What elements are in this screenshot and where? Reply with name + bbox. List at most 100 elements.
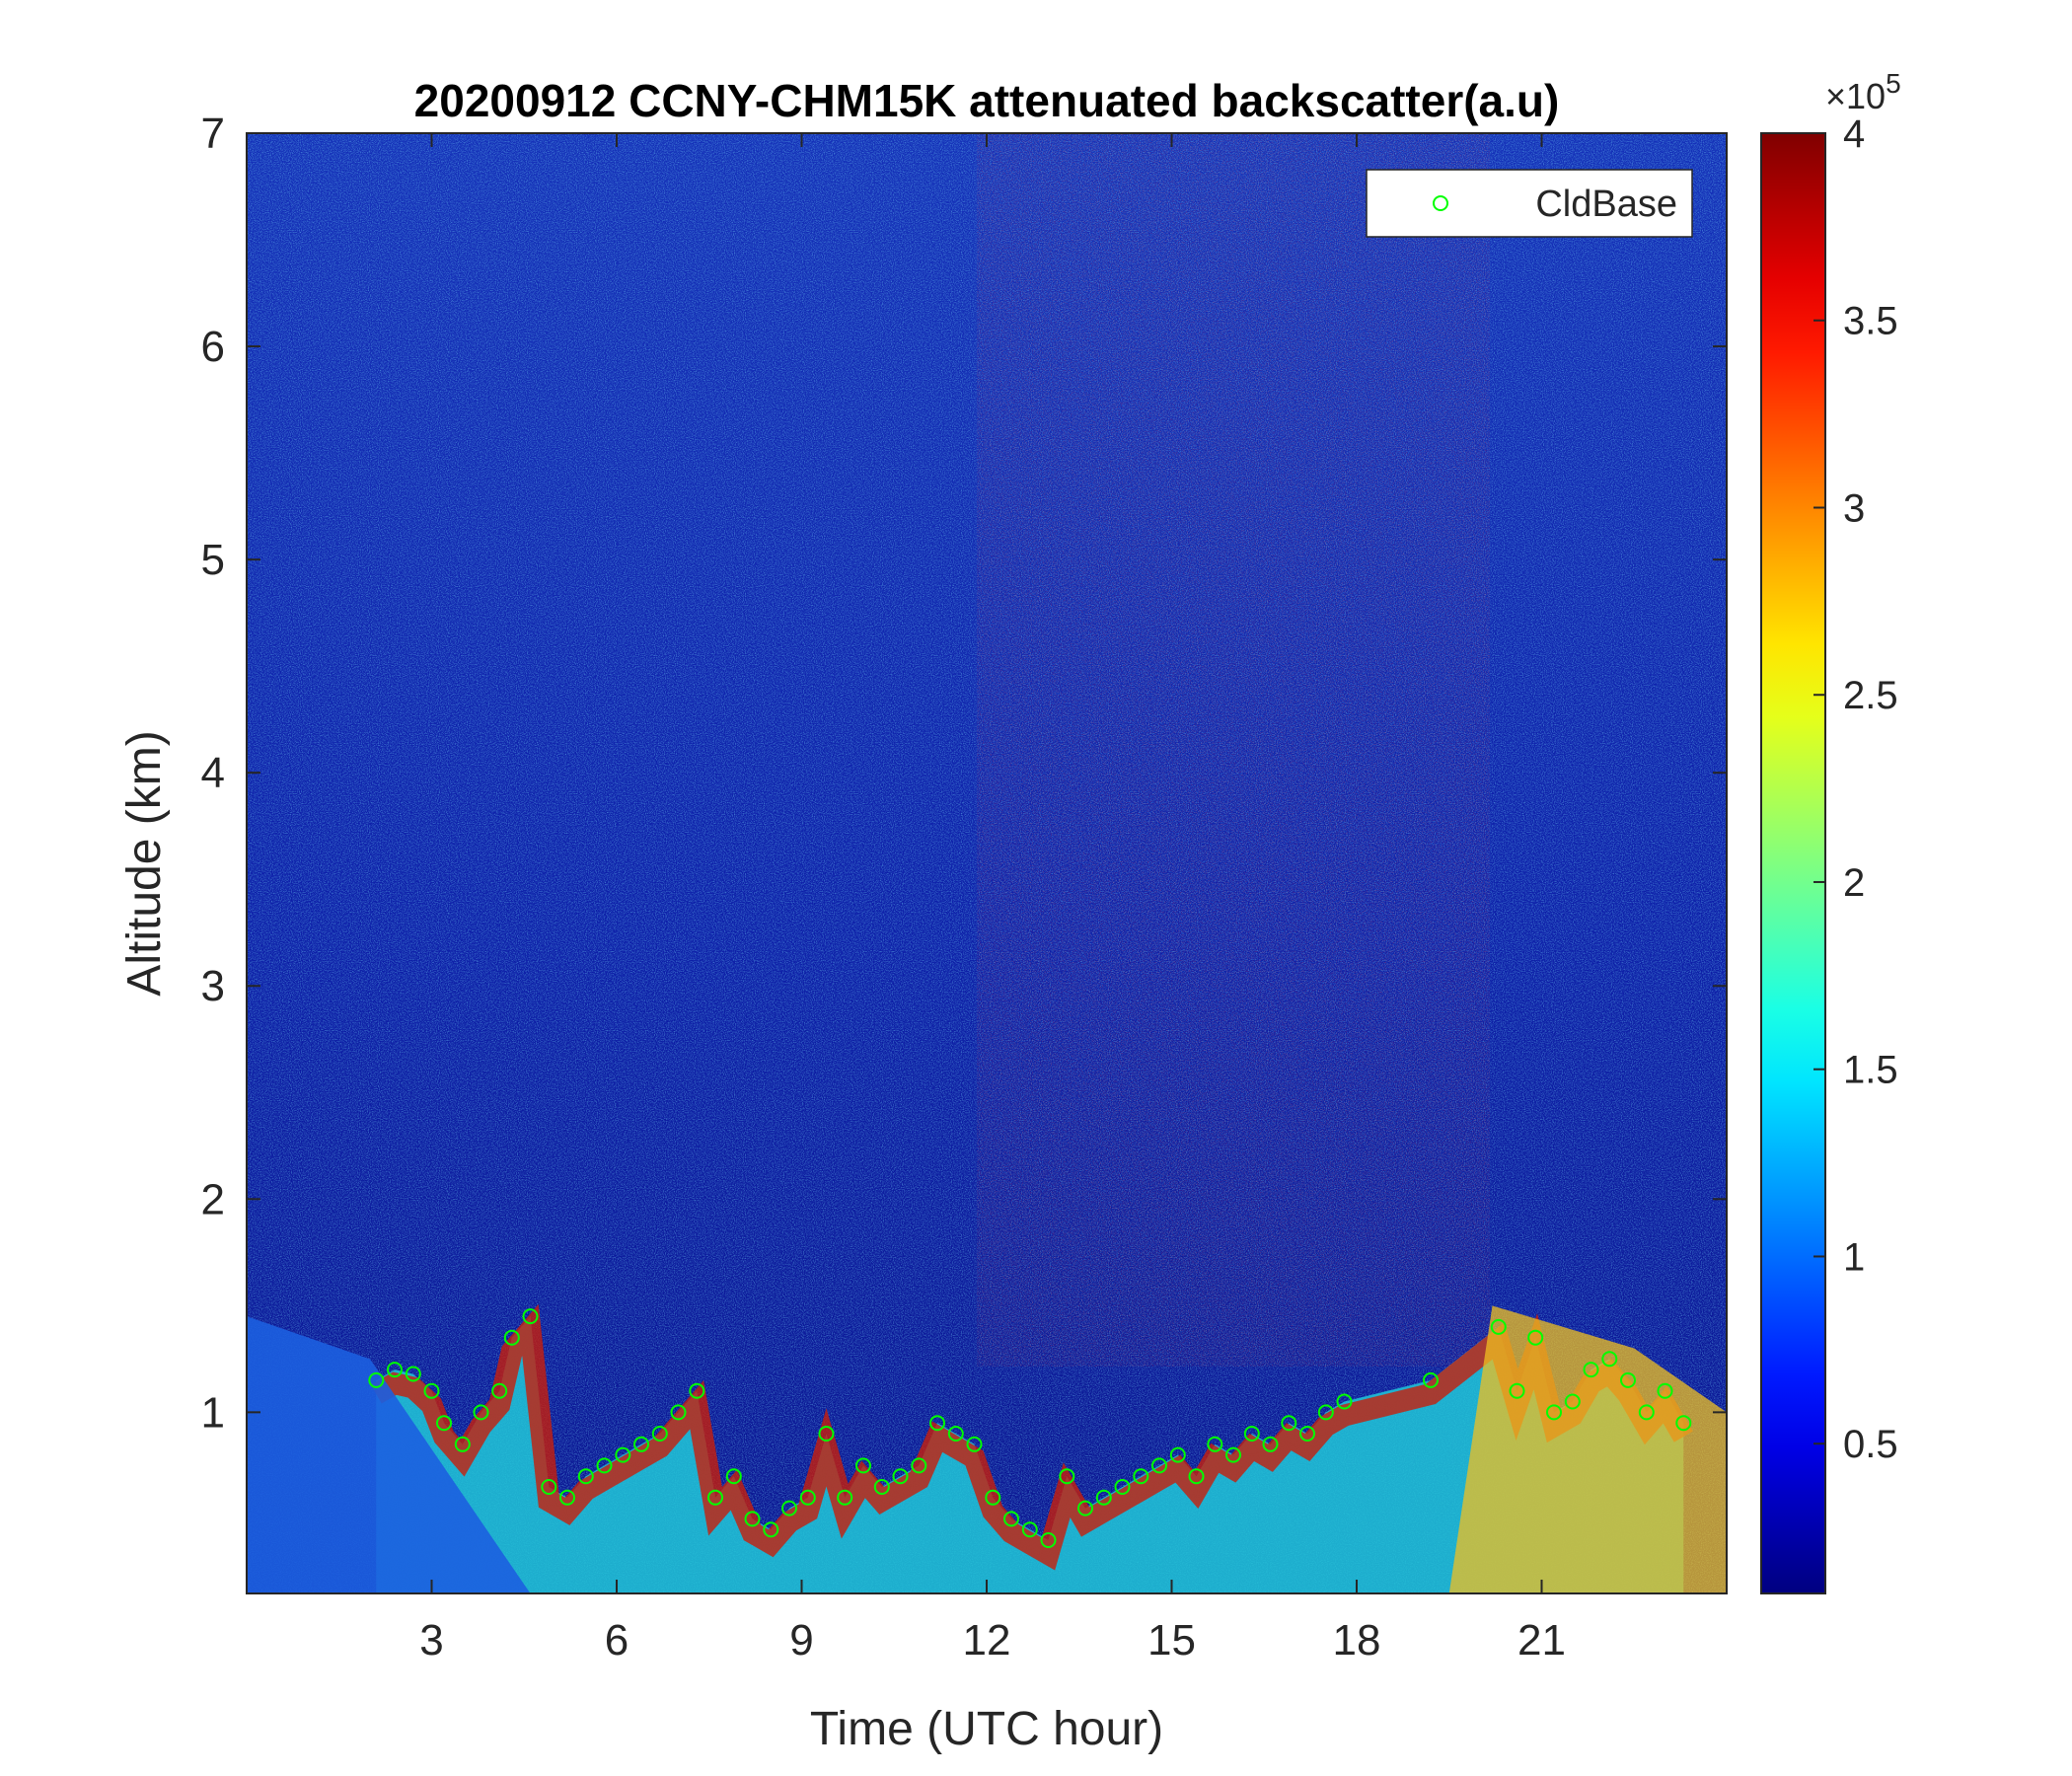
colorbar-ticks: 0.5 1 1.5 2 2.5 3 3.5 4 [1813, 112, 1898, 1466]
boundary-layer-shading [247, 1303, 1727, 1593]
cldbase-point [670, 1404, 687, 1421]
cldbase-point [491, 1382, 508, 1399]
cldbase-point [929, 1415, 945, 1432]
cldbase-point [1059, 1468, 1075, 1485]
colorbar-tick-label: 3 [1843, 486, 1865, 530]
colorbar-tick-label: 1.5 [1843, 1049, 1898, 1092]
legend-marker-cldbase [1433, 195, 1448, 211]
y-tick-label: 4 [201, 749, 225, 797]
cldbase-point [1546, 1404, 1562, 1421]
x-tick-label: 15 [1147, 1616, 1196, 1665]
cldbase-point [454, 1436, 471, 1452]
y-tick-label: 6 [201, 323, 225, 371]
cldbase-point [911, 1457, 927, 1474]
y-tick-label: 3 [201, 962, 225, 1010]
cldbase-point [818, 1426, 835, 1442]
cldbase-point [1114, 1479, 1131, 1495]
x-tick-label: 18 [1333, 1616, 1381, 1665]
colorbar-gradient [1761, 133, 1825, 1593]
cldbase-point [1225, 1446, 1241, 1463]
cldbase-point [368, 1371, 385, 1388]
legend-box [1366, 169, 1693, 238]
colorbar-tick-label: 0.5 [1843, 1423, 1898, 1466]
cldbase-point [966, 1436, 983, 1452]
colorbar: 0.5 1 1.5 2 2.5 3 3.5 4 ×105 [1760, 68, 1901, 1594]
x-tick-label: 21 [1517, 1616, 1566, 1665]
y-tick-label: 5 [201, 536, 225, 584]
cldbase-point [541, 1479, 557, 1495]
cldbase-point [615, 1446, 631, 1463]
cldbase-point [1638, 1404, 1655, 1421]
cldbase-point [1077, 1500, 1093, 1517]
cldbase-point [744, 1511, 761, 1527]
cldbase-point [559, 1489, 575, 1506]
x-tick-label: 6 [605, 1616, 629, 1665]
x-tick-label: 9 [789, 1616, 813, 1665]
cldbase-point [405, 1366, 421, 1382]
cldbase-point [1564, 1393, 1581, 1410]
cldbase-point [1601, 1351, 1618, 1368]
cldbase-point [473, 1404, 489, 1421]
cldbase-point [1423, 1371, 1439, 1388]
cldbase-point [651, 1426, 668, 1442]
cldbase-point [387, 1362, 403, 1378]
cldbase-point [436, 1415, 452, 1432]
x-axis: 3 6 9 12 15 18 21 [419, 133, 1566, 1665]
chart-title: 20200912 CCNY-CHM15K attenuated backscat… [414, 75, 1560, 126]
y-tick-label: 1 [201, 1388, 225, 1437]
cldbase-point [1509, 1382, 1525, 1399]
cldbase-point [855, 1457, 871, 1474]
x-tick-label: 3 [419, 1616, 443, 1665]
colorbar-tick-label: 3.5 [1843, 300, 1898, 343]
colorbar-tick-label: 4 [1843, 112, 1865, 156]
x-tick-label: 12 [963, 1616, 1011, 1665]
legend: CldBase [1366, 169, 1693, 238]
cldbase-point [1281, 1415, 1297, 1432]
cldbase-point [1583, 1362, 1599, 1378]
cldbase-point [837, 1489, 853, 1506]
cldbase-point [892, 1468, 909, 1485]
cldbase-point [633, 1436, 649, 1452]
y-axis-label: Altitude (km) [118, 730, 171, 996]
y-tick-label: 7 [201, 110, 225, 158]
cldbase-point [1040, 1532, 1057, 1548]
cldbase-point [689, 1382, 705, 1399]
colorbar-exponent: ×105 [1825, 68, 1901, 116]
cldbase-point [1003, 1511, 1019, 1527]
y-tick-label: 2 [201, 1175, 225, 1223]
colorbar-tick-label: 1 [1843, 1235, 1865, 1279]
cldbase-point [1151, 1457, 1167, 1474]
boundary-layer-area [376, 1316, 1684, 1593]
cldbase-point [1657, 1382, 1673, 1399]
legend-label-cldbase: CldBase [1535, 184, 1677, 225]
cldbase-point [1336, 1393, 1353, 1410]
cldbase-point [763, 1521, 779, 1538]
cldbase-point [1243, 1426, 1260, 1442]
cldbase-point [596, 1457, 613, 1474]
cldbase-point [503, 1329, 520, 1346]
cldbase-point [1620, 1371, 1636, 1388]
cldbase-point [577, 1468, 594, 1485]
colorbar-tick-label: 2.5 [1843, 674, 1898, 717]
cldbase-point [947, 1426, 964, 1442]
cloud-edge-band [370, 1303, 1693, 1571]
cldbase-point [1675, 1415, 1692, 1432]
evening-aerosol-layer [1448, 1305, 1727, 1593]
cldbase-point [1299, 1426, 1315, 1442]
cldbase-point [1207, 1436, 1223, 1452]
cldbase-point [707, 1489, 723, 1506]
heatmap-layer [247, 133, 1727, 1593]
cldbase-point [725, 1468, 742, 1485]
cldbase-point [1317, 1404, 1334, 1421]
cldbase-point [1262, 1436, 1279, 1452]
cldbase-point [1095, 1489, 1112, 1506]
cldbase-point [985, 1489, 1001, 1506]
cldbase-point [522, 1308, 539, 1325]
morning-aerosol-layer [247, 1316, 531, 1593]
cldbase-point [1188, 1468, 1205, 1485]
cldbase-point [1133, 1468, 1149, 1485]
cldbase-point [1021, 1521, 1038, 1538]
cldbase-point [1169, 1446, 1186, 1463]
cldbase-point [799, 1489, 816, 1506]
colorbar-frame [1760, 132, 1826, 1594]
